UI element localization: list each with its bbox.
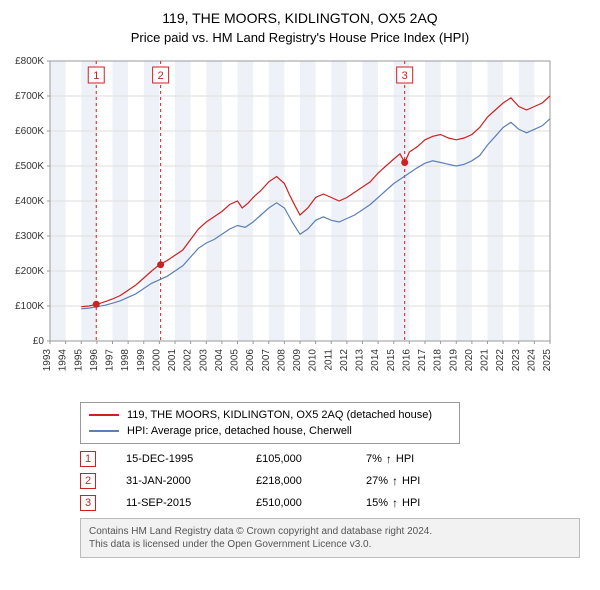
- svg-text:£0: £0: [33, 336, 45, 347]
- legend-row: 119, THE MOORS, KIDLINGTON, OX5 2AQ (det…: [89, 407, 451, 423]
- svg-text:£400K: £400K: [15, 196, 44, 207]
- svg-text:2022: 2022: [495, 349, 506, 372]
- sale-marker-badge: 2: [80, 473, 96, 489]
- svg-text:1994: 1994: [58, 349, 69, 372]
- sale-delta: 15%↑HPI: [366, 496, 420, 510]
- svg-text:2002: 2002: [183, 349, 194, 372]
- sale-price: £218,000: [256, 475, 336, 487]
- svg-text:2005: 2005: [230, 349, 241, 372]
- sale-date: 15-DEC-1995: [126, 453, 226, 465]
- svg-text:1: 1: [93, 70, 99, 82]
- footer-line2: This data is licensed under the Open Gov…: [89, 538, 571, 551]
- svg-text:£200K: £200K: [15, 266, 44, 277]
- svg-text:2006: 2006: [245, 349, 256, 372]
- svg-text:3: 3: [402, 70, 408, 82]
- svg-text:£800K: £800K: [15, 56, 44, 67]
- sale-date: 31-JAN-2000: [126, 475, 226, 487]
- legend-label: HPI: Average price, detached house, Cher…: [127, 425, 352, 437]
- svg-text:2016: 2016: [401, 349, 412, 372]
- svg-text:£100K: £100K: [15, 301, 44, 312]
- svg-text:£600K: £600K: [15, 126, 44, 137]
- arrow-up-icon: ↑: [386, 452, 392, 466]
- arrow-up-icon: ↑: [392, 474, 398, 488]
- svg-text:2017: 2017: [417, 349, 428, 372]
- svg-text:£500K: £500K: [15, 161, 44, 172]
- svg-text:2013: 2013: [355, 349, 366, 372]
- sale-price: £510,000: [256, 497, 336, 509]
- svg-text:£700K: £700K: [15, 91, 44, 102]
- legend-label: 119, THE MOORS, KIDLINGTON, OX5 2AQ (det…: [127, 409, 432, 421]
- svg-text:2004: 2004: [214, 349, 225, 372]
- svg-text:2021: 2021: [480, 349, 491, 372]
- sale-delta: 7%↑HPI: [366, 452, 414, 466]
- svg-text:2019: 2019: [448, 349, 459, 372]
- svg-text:2012: 2012: [339, 349, 350, 372]
- legend-swatch: [89, 414, 119, 416]
- svg-text:2014: 2014: [370, 349, 381, 372]
- sale-date: 11-SEP-2015: [126, 497, 226, 509]
- svg-text:2023: 2023: [511, 349, 522, 372]
- svg-text:2: 2: [158, 70, 164, 82]
- svg-text:2001: 2001: [167, 349, 178, 372]
- svg-text:2020: 2020: [464, 349, 475, 372]
- sale-marker-badge: 1: [80, 451, 96, 467]
- arrow-up-icon: ↑: [392, 496, 398, 510]
- svg-text:2009: 2009: [292, 349, 303, 372]
- sale-row: 1 15-DEC-1995 £105,000 7%↑HPI: [80, 448, 580, 470]
- footer-line1: Contains HM Land Registry data © Crown c…: [89, 525, 571, 538]
- chart-subtitle: Price paid vs. HM Land Registry's House …: [0, 30, 600, 45]
- sales-table: 1 15-DEC-1995 £105,000 7%↑HPI 2 31-JAN-2000 £2…: [80, 448, 580, 514]
- sale-marker-badge: 3: [80, 495, 96, 511]
- legend-box: 119, THE MOORS, KIDLINGTON, OX5 2AQ (det…: [80, 402, 460, 444]
- svg-text:2015: 2015: [386, 349, 397, 372]
- svg-text:2008: 2008: [276, 349, 287, 372]
- svg-text:1995: 1995: [73, 349, 84, 372]
- svg-text:2011: 2011: [323, 349, 334, 371]
- svg-text:1993: 1993: [42, 349, 53, 372]
- chart-container: 119, THE MOORS, KIDLINGTON, OX5 2AQ Pric…: [0, 0, 600, 558]
- chart-area: £0 £100K £200K £300K £400K £500K £600K £700K £80…: [0, 51, 600, 396]
- sale-delta: 27%↑HPI: [366, 474, 420, 488]
- svg-text:2025: 2025: [542, 349, 553, 372]
- svg-text:2010: 2010: [308, 349, 319, 372]
- svg-text:2007: 2007: [261, 349, 272, 372]
- sale-row: 2 31-JAN-2000 £218,000 27%↑HPI: [80, 470, 580, 492]
- svg-text:1998: 1998: [120, 349, 131, 372]
- legend-row: HPI: Average price, detached house, Cher…: [89, 423, 451, 439]
- svg-text:2000: 2000: [151, 349, 162, 372]
- chart-title: 119, THE MOORS, KIDLINGTON, OX5 2AQ: [0, 10, 600, 26]
- svg-text:2024: 2024: [526, 349, 537, 372]
- sale-price: £105,000: [256, 453, 336, 465]
- legend-swatch: [89, 430, 119, 432]
- sale-row: 3 11-SEP-2015 £510,000 15%↑HPI: [80, 492, 580, 514]
- svg-text:£300K: £300K: [15, 231, 44, 242]
- chart-svg: £0 £100K £200K £300K £400K £500K £600K £700K £80…: [0, 51, 560, 391]
- title-block: 119, THE MOORS, KIDLINGTON, OX5 2AQ Pric…: [0, 0, 600, 51]
- svg-text:2018: 2018: [433, 349, 444, 372]
- svg-text:1997: 1997: [105, 349, 116, 372]
- svg-text:1996: 1996: [89, 349, 100, 372]
- footer-attribution: Contains HM Land Registry data © Crown c…: [80, 518, 580, 558]
- svg-text:1999: 1999: [136, 349, 147, 372]
- svg-text:2003: 2003: [198, 349, 209, 372]
